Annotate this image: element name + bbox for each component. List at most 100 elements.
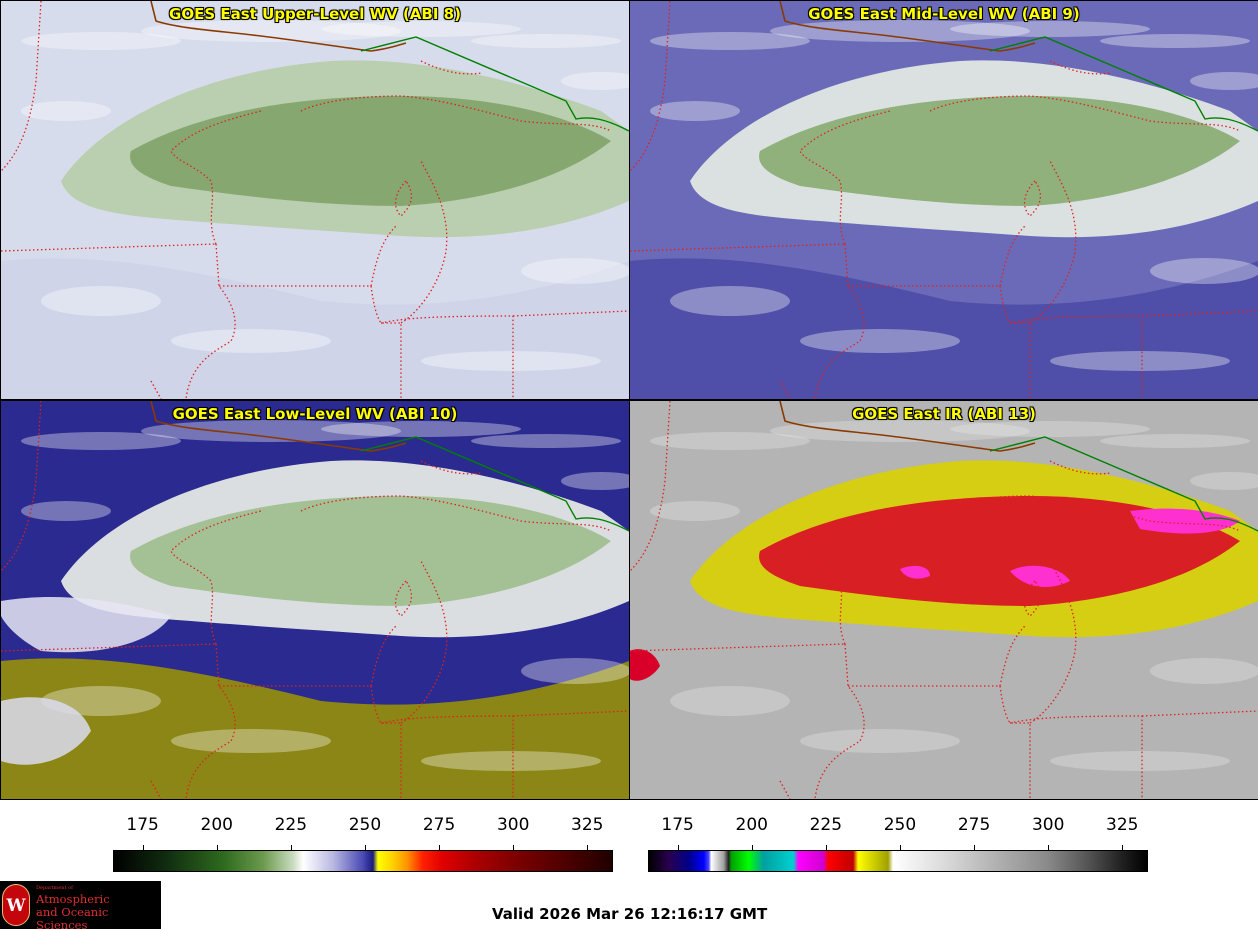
state-border bbox=[929, 495, 1241, 532]
colorbar-tick-mark bbox=[899, 845, 901, 850]
moisture-core bbox=[130, 96, 611, 206]
low-cloud-area bbox=[1, 596, 171, 653]
coldest-tops bbox=[900, 565, 930, 579]
international-border bbox=[360, 436, 629, 532]
colorbar-tick-mark bbox=[677, 845, 679, 850]
cloud-texture bbox=[1150, 258, 1258, 284]
cloud-texture bbox=[561, 72, 629, 90]
cloud-patch bbox=[630, 649, 660, 681]
colorbar-tick-mark bbox=[364, 845, 366, 850]
panel-low-level-wv: GOES East Low-Level WV (ABI 10) bbox=[0, 400, 630, 800]
cloud-texture bbox=[1100, 34, 1250, 48]
cloud-texture bbox=[670, 286, 790, 316]
cloud-texture bbox=[1150, 658, 1258, 684]
state-border bbox=[779, 780, 791, 799]
state-border bbox=[1009, 715, 1143, 799]
colorbar-tick-label: 250 bbox=[348, 815, 382, 835]
state-border bbox=[512, 310, 629, 317]
cloud-texture bbox=[21, 432, 181, 450]
cloud-texture bbox=[321, 421, 521, 437]
colorbar-tick-mark bbox=[513, 845, 515, 850]
cloud-texture bbox=[471, 34, 621, 48]
state-border bbox=[848, 625, 1026, 687]
cloud-texture bbox=[770, 420, 1030, 442]
international-border bbox=[360, 36, 629, 132]
international-border bbox=[989, 436, 1258, 532]
panel-upper-level-wv: GOES East Upper-Level WV (ABI 8) bbox=[0, 0, 630, 400]
colorbar-tick-label: 300 bbox=[496, 815, 530, 835]
colorbar-tick-mark bbox=[1122, 845, 1124, 850]
cloud-texture bbox=[650, 101, 740, 121]
cloud-texture bbox=[321, 21, 521, 37]
coastline bbox=[779, 1, 1036, 52]
cloud-texture bbox=[650, 432, 810, 450]
state-border bbox=[848, 225, 1026, 287]
cloud-texture bbox=[1190, 72, 1258, 90]
moisture-core bbox=[759, 496, 1240, 606]
cloud-texture bbox=[670, 686, 790, 716]
low-level-wv-image bbox=[1, 401, 629, 799]
cloud-texture bbox=[141, 420, 401, 442]
colorbar-tick-label: 175 bbox=[126, 815, 159, 835]
colorbar-tick-label: 225 bbox=[274, 815, 308, 835]
cloud-texture bbox=[800, 329, 960, 353]
colorbar-tick-label: 275 bbox=[422, 815, 456, 835]
colorbar-tick-label: 200 bbox=[200, 815, 233, 835]
state-border bbox=[300, 495, 612, 532]
colorbar-tick-mark bbox=[825, 845, 827, 850]
uw-seal-icon: W bbox=[2, 884, 30, 926]
colorbar-tick-label: 275 bbox=[957, 815, 991, 835]
colorbar-tick-mark bbox=[439, 845, 441, 850]
cloud-texture bbox=[1190, 472, 1258, 490]
coldest-tops bbox=[1010, 565, 1070, 587]
cloud-texture bbox=[421, 751, 601, 771]
state-border bbox=[380, 715, 514, 799]
state-border bbox=[1141, 710, 1258, 717]
colorbar-tick-label: 325 bbox=[1106, 815, 1139, 835]
colorbar-tick-mark bbox=[290, 845, 292, 850]
coastline bbox=[150, 401, 407, 452]
wv-colorbar: 175 200 225 250 275 300 325 bbox=[113, 815, 613, 875]
state-border bbox=[150, 380, 162, 399]
cloud-texture bbox=[421, 351, 601, 371]
valid-time: Valid 2026 Mar 26 12:16:17 GMT bbox=[492, 905, 768, 923]
cloud-texture bbox=[21, 101, 111, 121]
cloud-texture bbox=[1050, 751, 1230, 771]
state-border bbox=[1009, 315, 1143, 399]
cloud-texture bbox=[41, 286, 161, 316]
colorbar-tick-label: 300 bbox=[1031, 815, 1065, 835]
colorbar-tick-mark bbox=[587, 845, 589, 850]
panel-ir: GOES East IR (ABI 13) bbox=[629, 400, 1258, 800]
cloud-texture bbox=[521, 658, 629, 684]
cloud-texture bbox=[950, 21, 1150, 37]
upper-level-wv-image bbox=[1, 1, 629, 399]
state-border bbox=[1049, 460, 1111, 475]
colorbar-tick-mark bbox=[751, 845, 753, 850]
wv-colorbar-gradient bbox=[113, 850, 613, 872]
cloud-texture bbox=[471, 434, 621, 448]
cloud-texture bbox=[141, 20, 401, 42]
aos-logo: W Department of Atmospheric and Oceanic S… bbox=[0, 881, 161, 929]
state-border bbox=[150, 780, 162, 799]
low-cloud-area bbox=[1, 697, 91, 765]
international-border bbox=[989, 36, 1258, 132]
state-border bbox=[219, 225, 397, 287]
colorbar-tick-mark bbox=[216, 845, 218, 850]
state-border bbox=[1023, 180, 1042, 217]
colorbar-tick-mark bbox=[142, 845, 144, 850]
colorbar-tick-mark bbox=[974, 845, 976, 850]
state-border bbox=[219, 625, 397, 687]
wv-colorbar-ticks: 175 200 225 250 275 300 325 bbox=[113, 815, 613, 837]
state-border bbox=[394, 580, 413, 617]
cloud-texture bbox=[561, 472, 629, 490]
state-border bbox=[1023, 580, 1042, 617]
moisture-core bbox=[759, 96, 1240, 206]
logo-department: Department of bbox=[36, 885, 73, 891]
mid-level-wv-image bbox=[630, 1, 1258, 399]
state-border bbox=[1141, 310, 1258, 317]
colorbar-tick-mark bbox=[1048, 845, 1050, 850]
state-border bbox=[380, 315, 514, 399]
state-border bbox=[1049, 60, 1111, 75]
ir-colorbar-ticks: 175 200 225 250 275 300 325 bbox=[648, 815, 1148, 837]
coastline bbox=[150, 1, 407, 52]
